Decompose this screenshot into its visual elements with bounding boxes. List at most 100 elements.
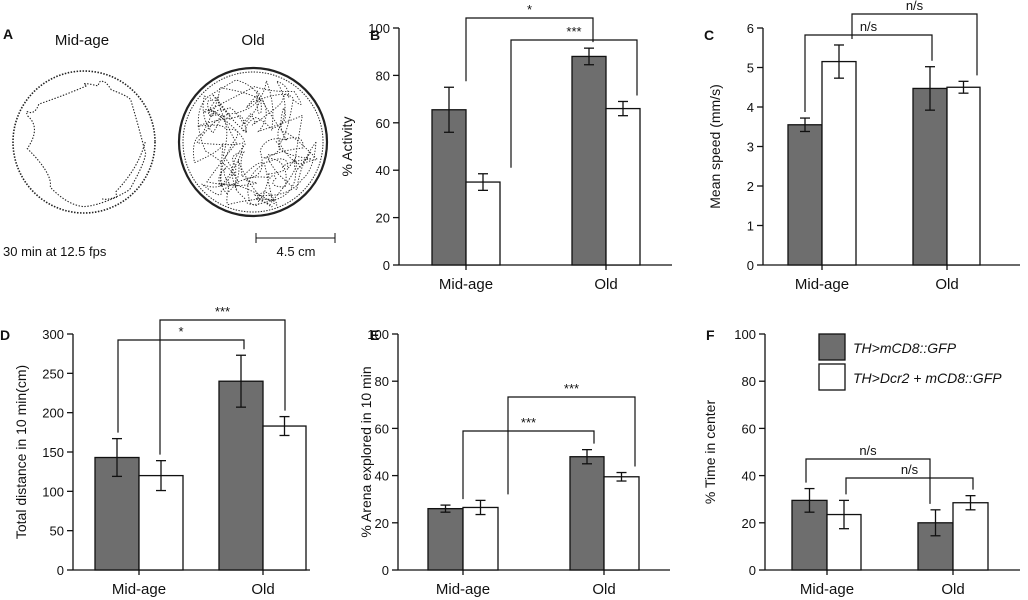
y-axis-label-d: Total distance in 10 min(cm) — [13, 365, 29, 539]
recording-caption: 30 min at 12.5 fps — [3, 244, 107, 259]
bar-b — [465, 181, 501, 266]
y-axis-label-e: % Arena explored in 10 min — [358, 366, 374, 537]
y-tick-label-d: 250 — [42, 366, 64, 381]
legend-swatch-mcd8 — [818, 333, 846, 361]
panel-a: A Mid-age Old 30 min at 12.5 fps 4.5 cm — [3, 26, 336, 259]
x-tick-label-d: Mid-age — [112, 581, 166, 598]
x-tick-label-b: Mid-age — [439, 276, 493, 293]
trajectory-path — [26, 80, 147, 208]
significance-label-c: n/s — [906, 0, 924, 13]
bar-c — [821, 60, 857, 266]
bar-e — [427, 507, 464, 571]
y-tick-label-f: 100 — [734, 327, 756, 342]
bar-d — [218, 380, 264, 571]
y-tick-label-c: 6 — [747, 21, 754, 36]
x-tick-label-d: Old — [251, 581, 274, 598]
old-trajectory — [193, 78, 319, 208]
significance-label-f: n/s — [901, 462, 919, 477]
bar-d — [262, 425, 307, 571]
significance-label-d: *** — [215, 304, 230, 319]
significance-label-d: * — [178, 324, 183, 339]
legend-swatch-dcr2 — [818, 363, 846, 391]
y-tick-label-e: 0 — [382, 563, 389, 578]
significance-bracket-e — [462, 430, 595, 500]
significance-bracket-c — [851, 13, 978, 76]
y-tick-label-e: 40 — [375, 469, 389, 484]
y-tick-label-d: 300 — [42, 327, 64, 342]
y-axis-label-c: Mean speed (mm/s) — [707, 84, 723, 208]
x-tick-label-e: Mid-age — [436, 581, 490, 598]
panel-letter-e: E — [370, 327, 379, 343]
bar-c — [912, 87, 948, 266]
x-tick-label-f: Mid-age — [800, 581, 854, 598]
significance-bracket-c — [804, 34, 933, 113]
y-tick-label-b: 20 — [376, 211, 390, 226]
significance-bracket-d — [159, 319, 286, 455]
panel-letter-f: F — [706, 327, 715, 343]
panel-c: C 0 1 2 3 4 5 6 Mean speed (mm/s) Mid-age Old n/s n/… — [704, 0, 1020, 293]
x-tick-label-f: Old — [941, 581, 964, 598]
legend: TH>mCD8::GFP TH>Dcr2 + mCD8::GFP — [818, 333, 1002, 391]
y-tick-label-c: 4 — [747, 100, 754, 115]
y-tick-label-f: 0 — [749, 563, 756, 578]
y-tick-label-f: 80 — [742, 374, 756, 389]
scale-bar-label: 4.5 cm — [276, 244, 315, 259]
panel-e: E 0 20 40 60 80 100 % Arena explored in 10 min M… — [358, 327, 670, 598]
mid-age-trajectory — [26, 80, 147, 208]
significance-bracket-e — [507, 396, 636, 495]
arena-mid-age — [12, 70, 156, 214]
arena-label-old: Old — [241, 32, 264, 49]
scale-bar — [255, 233, 336, 243]
bar-f — [952, 502, 989, 571]
y-tick-label-d: 100 — [42, 484, 64, 499]
y-tick-label-e: 80 — [375, 374, 389, 389]
arena-label-mid-age: Mid-age — [55, 32, 109, 49]
arena-old — [177, 66, 329, 218]
y-tick-label-c: 1 — [747, 219, 754, 234]
bar-c — [946, 86, 981, 266]
y-tick-label-b: 0 — [383, 258, 390, 273]
trajectory-path — [197, 86, 317, 200]
bar-b — [571, 55, 607, 266]
trajectory-path — [193, 78, 319, 208]
panel-letter-a: A — [3, 26, 13, 42]
y-tick-label-c: 5 — [747, 61, 754, 76]
y-tick-label-b: 80 — [376, 68, 390, 83]
bar-e — [462, 506, 499, 571]
y-axis-label-b: % Activity — [339, 117, 355, 177]
x-tick-label-c: Mid-age — [795, 276, 849, 293]
y-tick-label-e: 20 — [375, 516, 389, 531]
significance-bracket-b — [465, 17, 594, 82]
bar-b — [605, 107, 641, 266]
y-tick-label-c: 2 — [747, 179, 754, 194]
y-tick-label-c: 0 — [747, 258, 754, 273]
y-tick-label-f: 20 — [742, 516, 756, 531]
bar-e — [569, 456, 605, 571]
significance-label-e: *** — [521, 415, 536, 430]
y-tick-label-b: 100 — [368, 21, 390, 36]
y-axis-label-f: % Time in center — [702, 400, 718, 505]
bar-c — [787, 124, 823, 266]
significance-label-e: *** — [564, 381, 579, 396]
panel-letter-c: C — [704, 27, 714, 43]
y-tick-label-b: 60 — [376, 116, 390, 131]
legend-label-dcr2: TH>Dcr2 + mCD8::GFP — [853, 370, 1002, 386]
y-tick-label-d: 50 — [50, 524, 64, 539]
significance-label-c: n/s — [860, 19, 878, 34]
y-tick-label-e: 60 — [375, 421, 389, 436]
significance-bracket-b — [510, 39, 638, 168]
panel-d: D 0 50 100 150 200 250 300 Total distance in 10 … — [0, 304, 310, 598]
y-tick-label-f: 40 — [742, 469, 756, 484]
y-tick-label-c: 3 — [747, 140, 754, 155]
bar-b — [431, 109, 467, 266]
significance-label-b: *** — [566, 24, 581, 39]
y-tick-label-b: 40 — [376, 163, 390, 178]
significance-bracket-d — [117, 339, 245, 433]
bar-e — [603, 476, 640, 571]
y-tick-label-d: 0 — [57, 563, 64, 578]
y-tick-label-d: 200 — [42, 406, 64, 421]
y-tick-label-f: 60 — [742, 421, 756, 436]
significance-label-f: n/s — [859, 443, 877, 458]
significance-bracket-f — [845, 477, 974, 495]
